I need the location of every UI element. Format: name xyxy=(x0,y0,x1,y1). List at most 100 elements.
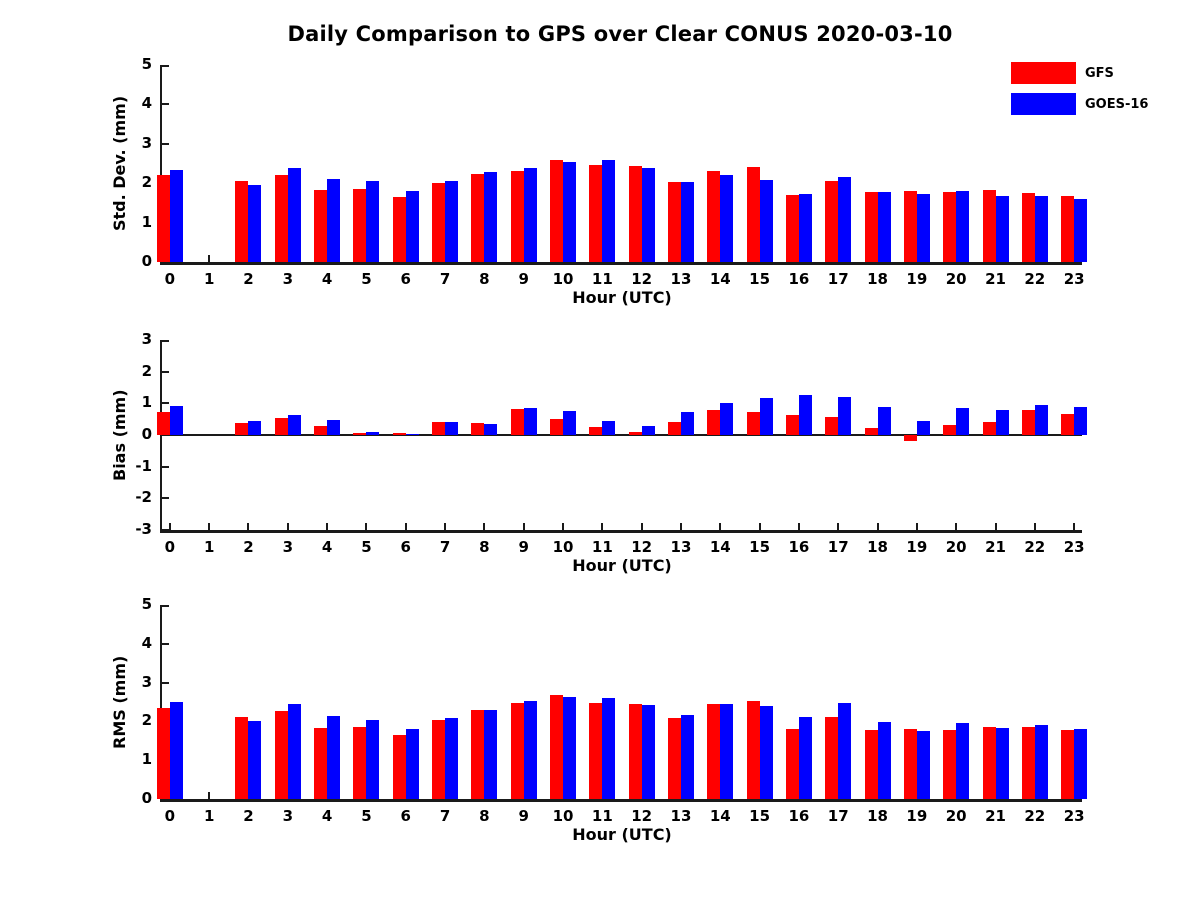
x-tick-label: 16 xyxy=(788,270,810,288)
bar-gfs-hour-17 xyxy=(825,416,839,435)
x-tick xyxy=(326,523,329,530)
x-tick xyxy=(522,523,525,530)
legend: GFS GOES-16 xyxy=(1011,62,1148,124)
x-tick-label: 17 xyxy=(827,807,849,825)
y-tick-label: 3 xyxy=(141,330,152,348)
x-tick-label: 22 xyxy=(1024,538,1046,556)
bar-goes16-hour-3 xyxy=(287,703,301,799)
y-tick-label: 2 xyxy=(141,361,152,380)
x-tick xyxy=(562,523,565,530)
bar-gfs-hour-20 xyxy=(943,192,957,262)
figure-title: Daily Comparison to GPS over Clear CONUS… xyxy=(287,22,953,46)
bar-goes16-hour-4 xyxy=(327,420,341,435)
bar-gfs-hour-9 xyxy=(510,171,524,262)
x-tick xyxy=(247,523,250,530)
y-tick xyxy=(162,402,169,405)
y-tick-label: 3 xyxy=(141,133,152,152)
bar-goes16-hour-13 xyxy=(680,182,694,262)
x-tick-label: 20 xyxy=(945,538,967,556)
bar-gfs-hour-11 xyxy=(589,427,603,435)
bar-goes16-hour-11 xyxy=(602,698,616,799)
bar-goes16-hour-4 xyxy=(327,715,341,799)
bar-goes16-hour-4 xyxy=(327,179,341,262)
y-tick-label: 0 xyxy=(141,789,152,807)
bar-gfs-hour-19 xyxy=(903,435,917,442)
bar-gfs-hour-9 xyxy=(510,702,524,799)
bar-gfs-hour-12 xyxy=(628,703,642,799)
bar-gfs-hour-12 xyxy=(628,165,642,262)
x-tick xyxy=(797,523,800,530)
x-tick-label: 4 xyxy=(321,270,333,288)
x-tick-label: 15 xyxy=(749,538,771,556)
x-tick-label: 16 xyxy=(788,538,810,556)
bar-gfs-hour-5 xyxy=(353,726,367,799)
bar-goes16-hour-15 xyxy=(759,397,773,435)
x-tick xyxy=(286,523,289,530)
x-tick-label: 7 xyxy=(439,807,451,825)
bar-goes16-hour-19 xyxy=(916,420,930,435)
y-tick xyxy=(162,681,169,684)
y-tick-label: 2 xyxy=(141,711,152,730)
y-tick-label: 5 xyxy=(141,55,152,73)
bar-goes16-hour-16 xyxy=(798,193,812,262)
x-tick-label: 14 xyxy=(709,538,731,556)
y-tick-label: 3 xyxy=(141,672,152,691)
legend-label-goes16: GOES-16 xyxy=(1085,96,1149,112)
bar-goes16-hour-18 xyxy=(877,407,891,435)
x-tick-label: 5 xyxy=(361,270,372,288)
bar-goes16-hour-7 xyxy=(445,180,459,262)
x-tick-label: 20 xyxy=(945,270,967,288)
x-tick-label: 12 xyxy=(631,807,653,825)
bar-gfs-hour-4 xyxy=(314,727,328,799)
x-tick-label: 21 xyxy=(985,538,1006,556)
bar-goes16-hour-14 xyxy=(720,703,734,799)
x-tick-label: 3 xyxy=(282,270,294,288)
x-tick xyxy=(955,523,958,530)
bar-gfs-hour-10 xyxy=(550,418,564,435)
bar-gfs-hour-20 xyxy=(943,729,957,799)
bar-gfs-hour-15 xyxy=(746,701,760,799)
x-tick xyxy=(1033,523,1036,530)
x-axis-label-stddev: Hour (UTC) xyxy=(572,288,672,307)
y-tick xyxy=(162,529,169,531)
x-tick-label: 15 xyxy=(749,270,771,288)
x-tick-label: 1 xyxy=(203,270,215,288)
x-tick-label: 6 xyxy=(400,807,411,825)
bar-gfs-hour-0 xyxy=(156,175,170,262)
bar-goes16-hour-6 xyxy=(405,191,419,262)
x-tick-label: 15 xyxy=(749,807,771,825)
bar-goes16-hour-5 xyxy=(366,181,380,262)
bar-gfs-hour-7 xyxy=(432,421,446,435)
x-tick xyxy=(208,255,211,262)
x-tick-label: 11 xyxy=(591,807,613,825)
y-tick xyxy=(162,103,169,106)
bar-goes16-hour-12 xyxy=(641,167,655,262)
bar-goes16-hour-21 xyxy=(995,410,1009,435)
y-tick-label: -1 xyxy=(135,456,152,475)
bar-gfs-hour-9 xyxy=(510,409,524,435)
bar-gfs-hour-14 xyxy=(707,410,721,435)
bar-gfs-hour-13 xyxy=(667,422,681,435)
bar-gfs-hour-4 xyxy=(314,190,328,262)
bar-goes16-hour-17 xyxy=(838,703,852,799)
bar-goes16-hour-22 xyxy=(1034,724,1048,799)
bar-goes16-hour-5 xyxy=(366,431,380,435)
x-tick-label: 7 xyxy=(439,270,451,288)
zero-line xyxy=(162,434,1082,436)
bar-gfs-hour-3 xyxy=(274,175,288,262)
bar-goes16-hour-15 xyxy=(759,180,773,262)
x-tick-label: 0 xyxy=(164,538,176,556)
x-tick-label: 5 xyxy=(361,538,372,556)
bar-goes16-hour-23 xyxy=(1074,198,1088,262)
bar-goes16-hour-10 xyxy=(563,162,577,262)
bar-goes16-hour-7 xyxy=(445,422,459,435)
x-tick-label: 12 xyxy=(631,538,653,556)
bar-gfs-hour-11 xyxy=(589,702,603,799)
bar-gfs-hour-13 xyxy=(667,718,681,799)
bar-gfs-hour-20 xyxy=(943,424,957,435)
x-tick-label: 21 xyxy=(985,807,1006,825)
legend-swatch-goes16 xyxy=(1011,93,1076,115)
bar-goes16-hour-12 xyxy=(641,426,655,435)
bar-goes16-hour-20 xyxy=(956,191,970,262)
